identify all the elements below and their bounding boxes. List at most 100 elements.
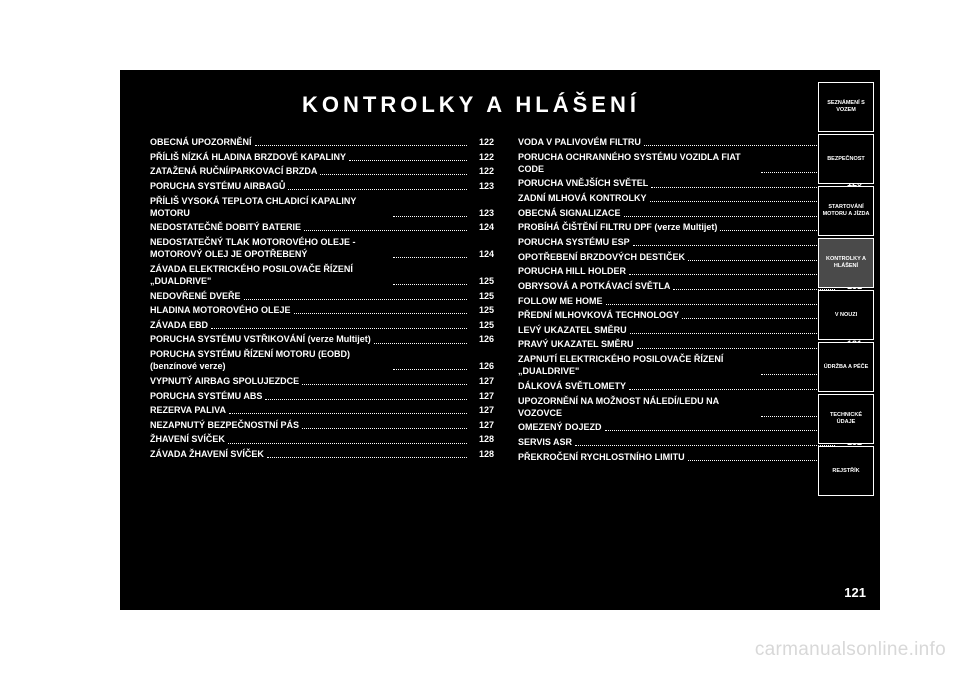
toc-label: PORUCHA HILL HOLDER — [518, 265, 626, 277]
toc-row: ŽHAVENÍ SVÍČEK128 — [150, 433, 494, 445]
toc-dots — [650, 201, 836, 202]
toc-label: DÁLKOVÁ SVĚTLOMETY — [518, 380, 626, 392]
toc-label: OBECNÁ UPOZORNĚNÍ — [150, 136, 252, 148]
section-tab[interactable]: KONTROLKY A HLÁŠENÍ — [818, 238, 874, 288]
toc-row: PRAVÝ UKAZATEL SMĚRU131 — [518, 338, 862, 350]
toc-label: FOLLOW ME HOME — [518, 295, 603, 307]
toc-page: 124 — [470, 221, 494, 233]
toc-label: PŘEKROČENÍ RYCHLOSTNÍHO LIMITU — [518, 451, 685, 463]
toc-dots — [633, 245, 835, 246]
toc-row: PORUCHA SYSTÉMU ABS 127 — [150, 390, 494, 402]
toc-label: ŽHAVENÍ SVÍČEK — [150, 433, 225, 445]
toc-page: 127 — [470, 375, 494, 387]
toc-row: PORUCHA SYSTÉMU VSTŘIKOVÁNÍ (verze Multi… — [150, 333, 494, 345]
toc-row: FOLLOW ME HOME131 — [518, 295, 862, 307]
toc-row: ZÁVADA EBD 125 — [150, 319, 494, 331]
toc-dots — [211, 328, 467, 329]
toc-dots — [673, 289, 835, 290]
toc-row: NEDOSTATEČNĚ DOBITÝ BATERIE124 — [150, 221, 494, 233]
toc-column-right: VODA V PALIVOVÉM FILTRU128PORUCHA OCHRAN… — [518, 136, 862, 463]
toc-row: PROBÍHÁ ČIŠTĚNÍ FILTRU DPF (verze Multij… — [518, 221, 862, 233]
section-tab[interactable]: STARTOVÁNÍ MOTORU A JÍZDA — [818, 186, 874, 236]
toc-dots — [302, 428, 467, 429]
toc-row: HLADINA MOTOROVÉHO OLEJE125 — [150, 304, 494, 316]
toc-row: OBECNÁ UPOZORNĚNÍ 122 — [150, 136, 494, 148]
toc-label: PŘÍLIŠ NÍZKÁ HLADINA BRZDOVÉ KAPALINY — [150, 151, 346, 163]
toc-dots — [320, 174, 467, 175]
toc-dots — [255, 145, 467, 146]
toc-dots — [606, 304, 836, 305]
toc-dots — [374, 343, 467, 344]
toc-label: OPOTŘEBENÍ BRZDOVÝCH DESTIČEK — [518, 251, 685, 263]
toc-row: OBRYSOVÁ A POTKÁVACÍ SVĚTLA131 — [518, 280, 862, 292]
toc-dots — [302, 384, 467, 385]
toc-row: DÁLKOVÁ SVĚTLOMETY132 — [518, 380, 862, 392]
toc-label: OBECNÁ SIGNALIZACE — [518, 207, 621, 219]
toc-row: NEDOVŘENÉ DVEŘE125 — [150, 290, 494, 302]
toc-page: 122 — [470, 136, 494, 148]
toc-dots — [228, 443, 467, 444]
toc-dots — [349, 160, 467, 161]
section-tab[interactable]: ÚDRŽBA A PÉČE — [818, 342, 874, 392]
toc-label: PORUCHA OCHRANNÉHO SYSTÉMU VOZIDLA FIAT … — [518, 151, 758, 175]
toc-label: NEDOSTATEČNÝ TLAK MOTOROVÉHO OLEJE - MOT… — [150, 236, 390, 260]
toc-label: ZATAŽENÁ RUČNÍ/PARKOVACÍ BRZDA — [150, 165, 317, 177]
toc-dots — [304, 230, 467, 231]
toc-label: LEVÝ UKAZATEL SMĚRU — [518, 324, 627, 336]
toc-page: 126 — [470, 333, 494, 345]
toc-label: SERVIS ASR — [518, 436, 572, 448]
toc-dots — [393, 369, 467, 370]
toc-label: PORUCHA VNĚJŠÍCH SVĚTEL — [518, 177, 648, 189]
toc-row: REZERVA PALIVA127 — [150, 404, 494, 416]
toc-row: OPOTŘEBENÍ BRZDOVÝCH DESTIČEK130 — [518, 251, 862, 263]
toc-page: 127 — [470, 390, 494, 402]
toc-label: PORUCHA SYSTÉMU ABS — [150, 390, 262, 402]
toc-page: 124 — [470, 248, 494, 260]
toc-label: PŘÍLIŠ VYSOKÁ TEPLOTA CHLADICÍ KAPALINY … — [150, 195, 390, 219]
toc-row: LEVÝ UKAZATEL SMĚRU131 — [518, 324, 862, 336]
toc-row: PŘÍLIŠ VYSOKÁ TEPLOTA CHLADICÍ KAPALINY … — [150, 195, 494, 219]
toc-dots — [294, 313, 467, 314]
toc-row: UPOZORNĚNÍ NA MOŽNOST NÁLEDÍ/LEDU NA VOZ… — [518, 395, 862, 419]
toc-page: 122 — [470, 151, 494, 163]
toc-row: PORUCHA SYSTÉMU ESP130 — [518, 236, 862, 248]
toc-dots — [629, 389, 835, 390]
toc-label: NEZAPNUTÝ BEZPEČNOSTNÍ PÁS — [150, 419, 299, 431]
toc-page: 125 — [470, 290, 494, 302]
toc-row: ZATAŽENÁ RUČNÍ/PARKOVACÍ BRZDA 122 — [150, 165, 494, 177]
toc-row: PORUCHA OCHRANNÉHO SYSTÉMU VOZIDLA FIAT … — [518, 151, 862, 175]
toc-page: 125 — [470, 319, 494, 331]
toc-page: 126 — [470, 360, 494, 372]
toc-row: OBECNÁ SIGNALIZACE129 — [518, 207, 862, 219]
section-tab[interactable]: BEZPEČNOST — [818, 134, 874, 184]
toc-dots — [688, 260, 835, 261]
toc-row: ZÁVADA ŽHAVENÍ SVÍČEK128 — [150, 448, 494, 460]
toc-dots — [688, 460, 835, 461]
toc-label: OBRYSOVÁ A POTKÁVACÍ SVĚTLA — [518, 280, 670, 292]
toc-dots — [288, 189, 467, 190]
toc-label: PŘEDNÍ MLHOVKOVÁ TECHNOLOGY — [518, 309, 679, 321]
toc-page: 128 — [470, 448, 494, 460]
section-tab[interactable]: SEZNÁMENÍ S VOZEM — [818, 82, 874, 132]
section-tab[interactable]: TECHNICKÉ ÚDAJE — [818, 394, 874, 444]
toc-page: 125 — [470, 304, 494, 316]
toc-dots — [630, 333, 835, 334]
toc-dots — [575, 445, 835, 446]
toc-columns: OBECNÁ UPOZORNĚNÍ 122 PŘÍLIŠ NÍZKÁ HLADINA… — [150, 136, 862, 463]
toc-page: 127 — [470, 404, 494, 416]
toc-page: 123 — [470, 207, 494, 219]
section-tab[interactable]: V NOUZI — [818, 290, 874, 340]
toc-label: ZAPNUTÍ ELEKTRICKÉHO POSILOVAČE ŘÍZENÍ „… — [518, 353, 758, 377]
toc-row: PŘEKROČENÍ RYCHLOSTNÍHO LIMITU132 — [518, 451, 862, 463]
toc-label: PORUCHA SYSTÉMU AIRBAGŮ — [150, 180, 285, 192]
toc-page: 123 — [470, 180, 494, 192]
section-tab[interactable]: REJSTŘÍK — [818, 446, 874, 496]
toc-dots — [393, 284, 467, 285]
toc-page: 122 — [470, 165, 494, 177]
toc-row: ZÁVADA ELEKTRICKÉHO POSILOVAČE ŘÍZENÍ „D… — [150, 263, 494, 287]
side-tabs: SEZNÁMENÍ S VOZEMBEZPEČNOSTSTARTOVÁNÍ MO… — [818, 82, 874, 496]
page-title: KONTROLKY A HLÁŠENÍ — [150, 92, 862, 118]
toc-dots — [637, 348, 835, 349]
toc-dots — [651, 187, 835, 188]
toc-label: ZÁVADA EBD — [150, 319, 208, 331]
